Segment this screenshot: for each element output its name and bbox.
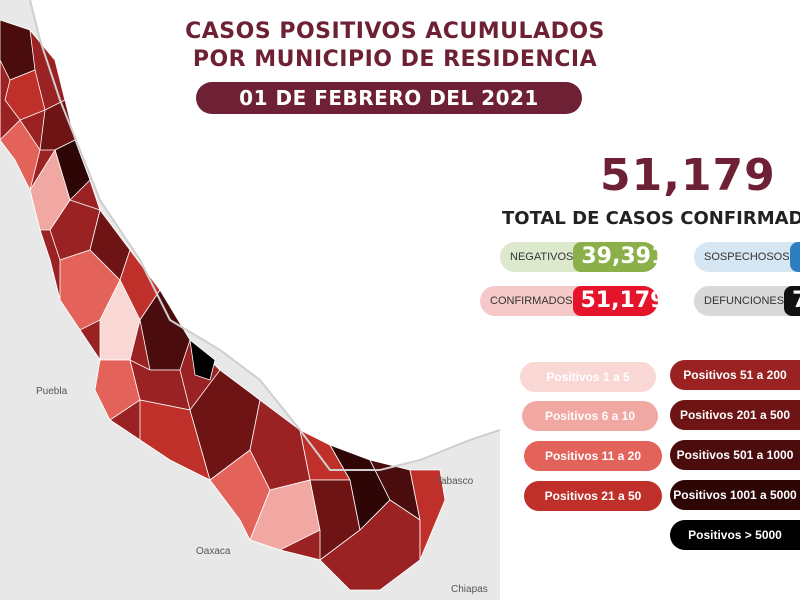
state-label-tabasco: Tabasco [436,476,474,487]
page-title: CASOS POSITIVOS ACUMULADOS POR MUNICIPIO… [150,18,640,74]
title-line-1: CASOS POSITIVOS ACUMULADOS [185,19,605,44]
legend-item: Positivos 501 a 1000 [670,440,800,470]
stat-sospechosos: SOSPECHOSOS 1 [694,242,800,272]
total-label: TOTAL DE CASOS CONFIRMADOS [502,208,800,229]
legend-item: Positivos 11 a 20 [524,441,662,471]
legend-item: Positivos 1001 a 5000 [670,480,800,510]
stat-sospechosos-label: SOSPECHOSOS [704,251,790,263]
stat-defunciones-value: 7 [784,286,800,316]
date-banner: 01 DE FEBRERO DEL 2021 [196,82,582,114]
coastline [29,0,500,471]
stat-confirmados: CONFIRMADOS 51,179 [480,286,658,316]
state-label-chiapas: Chiapas [451,584,488,595]
stat-defunciones-label: DEFUNCIONES [704,295,785,307]
municipalities [0,19,446,591]
stat-negativos-label: NEGATIVOS [510,251,574,263]
state-label-oaxaca: Oaxaca [196,546,231,557]
legend-item: Positivos 21 a 50 [524,481,662,511]
stat-sospechosos-value: 1 [789,242,800,272]
legend-item: Positivos > 5000 [670,520,800,550]
state-label-puebla: Puebla [36,386,68,397]
legend-item: Positivos 51 a 200 [670,360,800,390]
stat-defunciones: DEFUNCIONES 7 [694,286,800,316]
confirmed-total: 51,179 [600,150,776,201]
legend-item: Positivos 201 a 500 [670,400,800,430]
stat-confirmados-label: CONFIRMADOS [490,295,573,307]
stat-negativos: NEGATIVOS 39,391 [500,242,658,272]
municipality [4,69,46,121]
municipality [129,359,191,411]
legend-item: Positivos 6 a 10 [522,401,658,431]
municipality [0,119,41,192]
stat-negativos-value: 39,391 [573,242,658,272]
municipality [249,479,321,551]
municipality [409,469,446,561]
municipality [99,279,141,361]
stat-confirmados-value: 51,179 [572,286,658,316]
municipality [189,339,216,381]
neighbor-land [0,0,500,600]
title-line-2: POR MUNICIPIO DE RESIDENCIA [192,47,598,72]
municipality [319,499,421,591]
legend-item: Positivos 1 a 5 [520,362,656,392]
